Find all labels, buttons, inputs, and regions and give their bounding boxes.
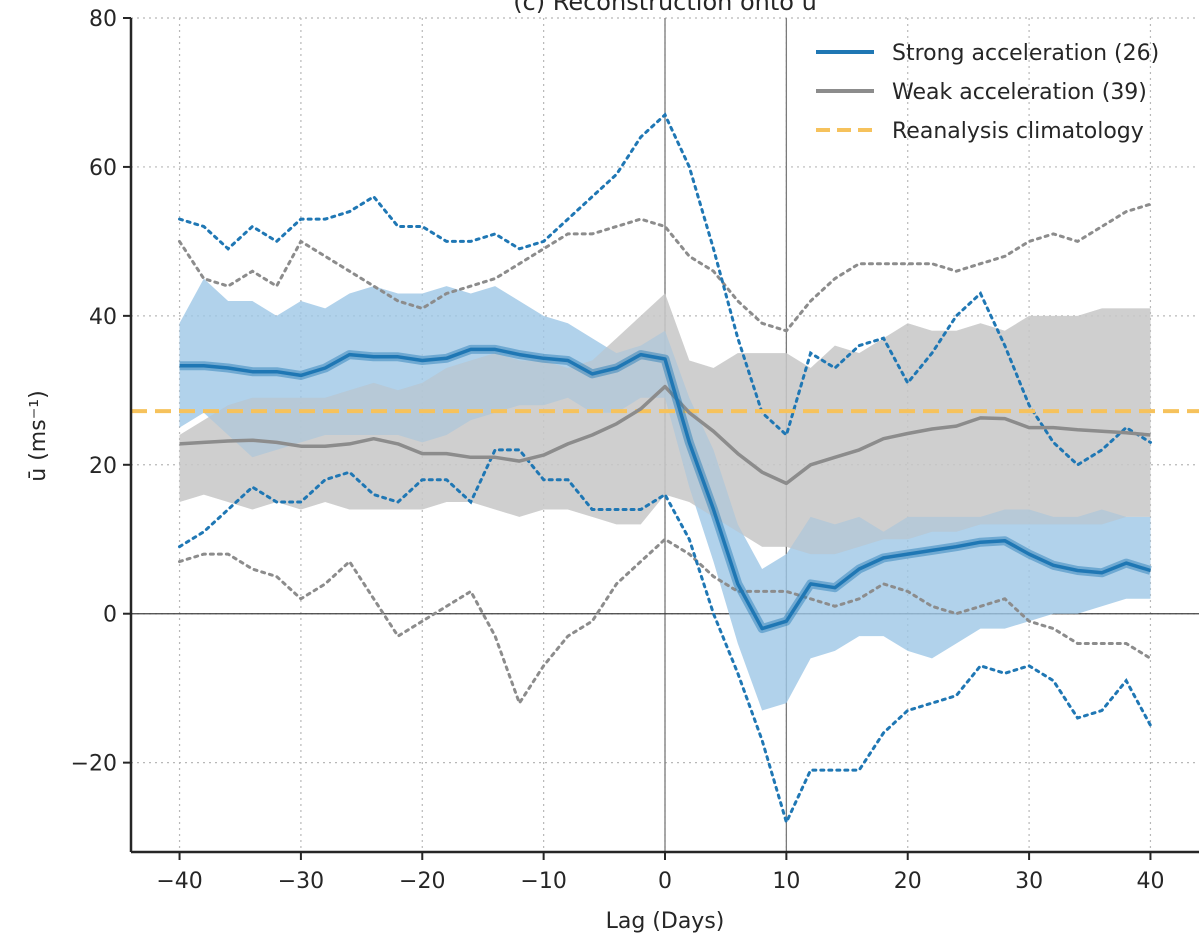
x-tick-label: −10: [520, 869, 566, 894]
strong-acceleration-upper-line: [178, 112, 1152, 467]
legend-label-weak: Weak acceleration (39): [892, 80, 1147, 105]
x-tick-label: 10: [772, 869, 800, 894]
x-tick-label: 30: [1015, 869, 1043, 894]
chart-title: (c) Reconstruction onto ū: [513, 0, 817, 16]
weak-acceleration-band: [179, 293, 1151, 555]
x-tick-label: −30: [278, 869, 324, 894]
x-tick-label: −40: [156, 869, 202, 894]
x-axis-label: Lag (Days): [606, 909, 725, 934]
weak-acceleration-band-overlay: [179, 293, 1151, 555]
y-tick-label: 40: [89, 305, 117, 330]
y-tick-label: −20: [71, 752, 117, 777]
y-tick-label: 80: [89, 7, 117, 32]
x-tick-label: −20: [399, 869, 445, 894]
strong-acceleration-band: [179, 278, 1151, 711]
strong-acceleration-mean-line: [179, 347, 1152, 631]
y-tick-label: 0: [103, 603, 117, 628]
y-tick-label: 60: [89, 156, 117, 181]
legend-label-strong: Strong acceleration (26): [892, 41, 1159, 66]
legend: Strong acceleration (26) Weak accelerati…: [816, 41, 1159, 144]
legend-label-climatology: Reanalysis climatology: [892, 119, 1144, 144]
axis-ticks: −40 −30 −20 −10 0 10 20 30 40 −20 0 20 40 60 80: [71, 7, 1165, 894]
x-tick-label: 40: [1136, 869, 1164, 894]
weak-acceleration-mean-line: [179, 384, 1151, 486]
x-tick-label: 0: [658, 869, 672, 894]
weak-acceleration-upper-line: [178, 202, 1152, 333]
y-axis-label: ū (ms⁻¹): [26, 390, 51, 481]
plot-area: [131, 112, 1199, 827]
weak-acceleration-lower-line: [178, 537, 1152, 707]
y-tick-label: 20: [89, 454, 117, 479]
x-tick-label: 20: [894, 869, 922, 894]
